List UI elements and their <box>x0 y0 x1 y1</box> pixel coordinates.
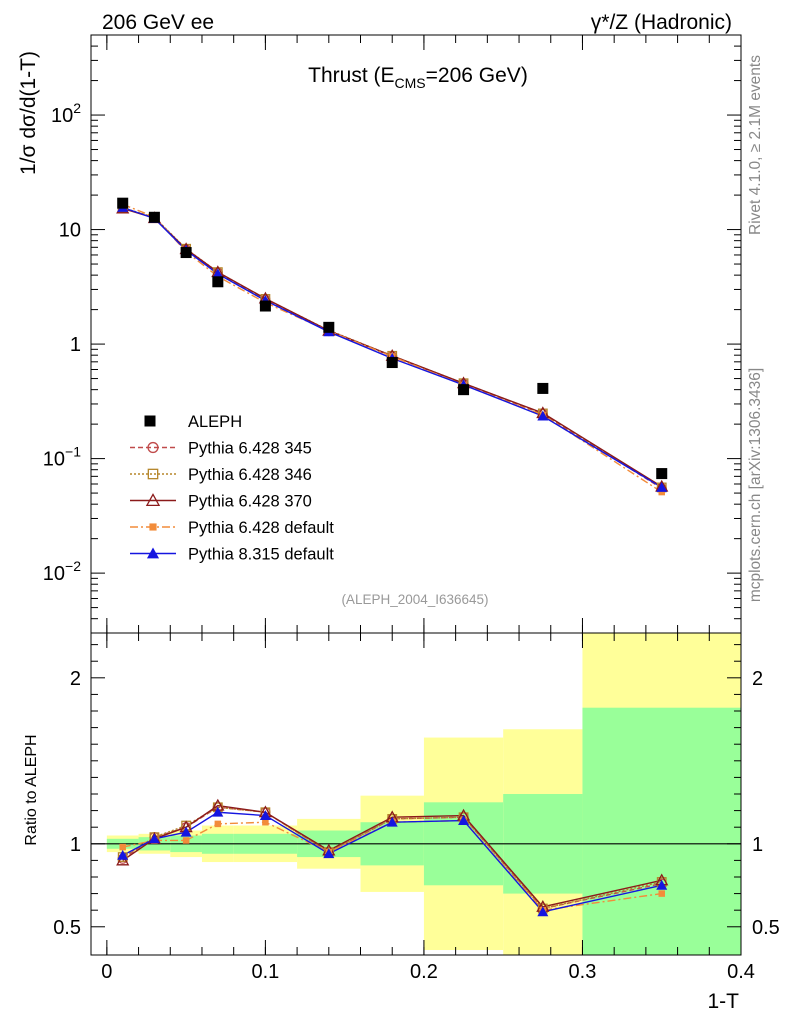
main-y-tick-label: 10−1 <box>43 444 81 471</box>
main-y-tick-label: 102 <box>51 100 81 127</box>
ratio-y-tick-label-right: 1 <box>752 834 763 856</box>
analysis-watermark: (ALEPH_2004_I636645) <box>341 592 488 607</box>
rivet-label: Rivet 4.1.0, ≥ 2.1M events <box>747 55 764 235</box>
legend-label: Pythia 6.428 345 <box>188 440 312 458</box>
plot-title: Thrust (ECMS=206 GeV) <box>308 64 528 91</box>
aleph-data-point <box>656 468 668 480</box>
series-marker <box>658 488 665 496</box>
ratio-y-tick-label-right: 2 <box>752 668 763 690</box>
ratio-series-marker <box>119 843 126 851</box>
ratio-y-tick-label: 0.5 <box>53 917 81 939</box>
legend-label: Pythia 6.428 346 <box>188 466 312 484</box>
ratio-y-tick-label: 1 <box>70 834 81 856</box>
ratio-y-tick-label-right: 0.5 <box>752 917 780 939</box>
legend-marker <box>147 468 159 480</box>
ratio-series-marker <box>212 806 224 817</box>
ratio-series-marker <box>116 853 130 866</box>
legend-marker <box>146 547 160 559</box>
series-marker <box>212 268 224 279</box>
aleph-data-point <box>148 211 160 223</box>
ratio-series-marker <box>386 816 398 827</box>
x-tick-label: 0.2 <box>410 961 438 983</box>
ratio-panel: 0.5 0.5 1 1 2 2 0 0.1 0.2 0.3 0.4 Ratio to ALEPH 1… <box>23 632 780 1013</box>
ratio-series-marker <box>537 906 549 917</box>
ratio-series-marker <box>148 833 160 844</box>
ratio-series-marker <box>180 826 192 837</box>
ratio-series-marker <box>259 810 271 820</box>
series-marker <box>537 410 549 421</box>
ratio-series-marker <box>182 837 190 844</box>
legend-label: ALEPH <box>188 413 242 431</box>
legend-marker <box>149 523 157 531</box>
ratio-series-marker <box>323 848 335 859</box>
x-tick-label: 0.4 <box>727 961 755 983</box>
aleph-data-point <box>117 197 129 209</box>
legend-marker <box>144 415 156 427</box>
aleph-data-point <box>212 276 224 288</box>
ratio-series-marker <box>117 849 129 860</box>
energy-label: 206 GeV ee <box>102 11 214 34</box>
ratio-series-marker <box>656 879 668 890</box>
series-marker <box>656 481 668 492</box>
mcplots-label: mcplots.cern.ch [arXiv:1306.3436] <box>747 368 764 602</box>
ratio-series-marker <box>658 890 665 897</box>
main-y-tick-label: 10 <box>59 220 81 242</box>
series-line <box>122 206 663 489</box>
aleph-data-point <box>386 357 398 369</box>
ratio-y-tick-label: 2 <box>70 668 81 690</box>
legend-label: Pythia 6.428 default <box>188 519 334 537</box>
aleph-data-point <box>180 247 192 259</box>
main-y-tick-label: 10−2 <box>43 558 81 585</box>
process-label: γ*/Z (Hadronic) <box>591 11 732 34</box>
aleph-data-point <box>458 384 470 396</box>
x-tick-label: 0 <box>101 961 112 983</box>
ratio-series-line <box>122 806 662 910</box>
ratio-series-line <box>122 811 662 913</box>
legend-label: Pythia 8.315 default <box>188 546 334 564</box>
aleph-data-point <box>537 382 549 394</box>
x-tick-label: 0.1 <box>251 961 279 983</box>
legend-label: Pythia 6.428 370 <box>188 493 312 511</box>
main-frame <box>90 34 742 634</box>
ratio-frame <box>90 632 742 956</box>
legend-marker <box>147 441 159 454</box>
x-tick-label: 0.3 <box>569 961 597 983</box>
aleph-data-point <box>259 300 271 312</box>
ratio-y-axis-label: Ratio to ALEPH <box>23 734 40 845</box>
ratio-series-line <box>122 804 662 908</box>
x-axis-label: 1-T <box>708 990 740 1013</box>
ratio-series-marker <box>458 815 470 825</box>
ratio-series-marker <box>214 820 222 828</box>
legend: ALEPH Pythia 6.428 345 Pythia 6.428 346 Pyt… <box>130 413 334 564</box>
stat-uncertainty-band <box>582 707 741 955</box>
ratio-series-marker <box>262 818 269 826</box>
main-y-axis-label: 1/σ dσ/d(1-T) <box>17 51 40 175</box>
main-y-tick-label: 1 <box>70 334 81 356</box>
main-panel: 10−2 10−1 1 10 102 Thrust (ECMS=206 GeV) 1/σ… <box>17 34 742 634</box>
legend-marker <box>145 493 161 506</box>
aleph-data-point <box>323 321 335 333</box>
